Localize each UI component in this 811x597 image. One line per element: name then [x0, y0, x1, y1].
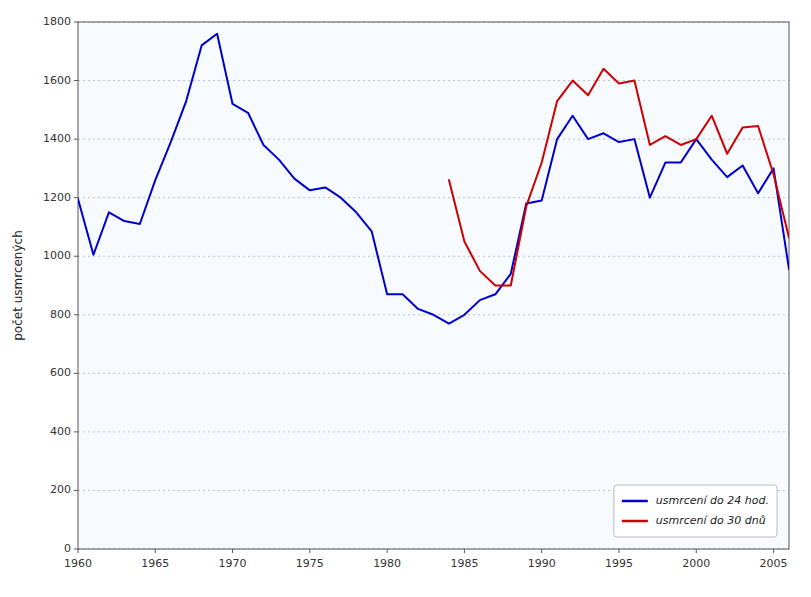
legend-box: [614, 485, 777, 537]
legend-label: usmrcení do 24 hod.: [656, 494, 769, 507]
grid-line: [78, 373, 789, 374]
x-tick-label: 1970: [219, 557, 247, 570]
y-tick: [74, 314, 78, 315]
y-tick: [74, 490, 78, 491]
x-tick: [696, 549, 697, 553]
y-tick: [74, 431, 78, 432]
chart: 0200400600800100012001400160018001960196…: [0, 0, 811, 597]
x-axis: 1960 1965 1970 1975 1980 1985 1990 1995 2000 2005: [64, 549, 788, 570]
legend-swatch: [622, 500, 648, 503]
grid-line: [78, 431, 789, 432]
y-axis: 0 200 400 600 800 1000 1200 1400 1600 1800: [43, 15, 78, 555]
y-axis-label: počet usmrcených: [11, 230, 25, 341]
x-tick-label: 1960: [64, 557, 92, 570]
legend-label: usmrcení do 30 dnů: [656, 514, 766, 527]
grid-line: [78, 197, 789, 198]
legend-item: usmrcení do 24 hod.: [622, 494, 769, 507]
x-tick: [155, 549, 156, 553]
x-tick-label: 2000: [682, 557, 710, 570]
y-tick: [74, 549, 78, 550]
y-tick: [74, 22, 78, 23]
legend-item: usmrcení do 30 dnů: [622, 514, 766, 527]
grid-line: [78, 80, 789, 81]
x-tick-label: 1980: [373, 557, 401, 570]
x-tick-label: 1990: [528, 557, 556, 570]
x-tick: [232, 549, 233, 553]
y-tick-label: 800: [50, 308, 71, 321]
x-tick: [309, 549, 310, 553]
y-tick-label: 1200: [43, 191, 71, 204]
x-tick-label: 1975: [296, 557, 324, 570]
y-tick: [74, 139, 78, 140]
x-tick: [78, 549, 79, 553]
legend: usmrcení do 24 hod. usmrcení do 30 dnů: [614, 485, 777, 537]
y-tick-label: 0: [64, 542, 71, 555]
y-tick: [74, 80, 78, 81]
legend-swatch: [622, 520, 648, 523]
y-tick-label: 1400: [43, 132, 71, 145]
x-tick-label: 1965: [141, 557, 169, 570]
x-tick-label: 1985: [450, 557, 478, 570]
x-tick: [387, 549, 388, 553]
grid-line: [78, 256, 789, 257]
y-tick-label: 600: [50, 366, 71, 379]
series-line: [78, 34, 789, 324]
grid-line: [78, 139, 789, 140]
series-line: [449, 69, 789, 286]
x-tick: [618, 549, 619, 553]
plot-frame: [78, 22, 789, 549]
series-group: [78, 34, 789, 324]
y-tick-label: 400: [50, 425, 71, 438]
y-tick: [74, 373, 78, 374]
x-tick: [541, 549, 542, 553]
x-tick: [773, 549, 774, 553]
y-tick: [74, 197, 78, 198]
y-tick: [74, 256, 78, 257]
y-tick-label: 1000: [43, 249, 71, 262]
y-tick-label: 1600: [43, 74, 71, 87]
x-tick-label: 2005: [760, 557, 788, 570]
x-tick: [464, 549, 465, 553]
y-tick-label: 200: [50, 483, 71, 496]
y-tick-label: 1800: [43, 15, 71, 28]
grid: [78, 22, 789, 549]
x-tick-label: 1995: [605, 557, 633, 570]
plot-area: [78, 22, 789, 549]
